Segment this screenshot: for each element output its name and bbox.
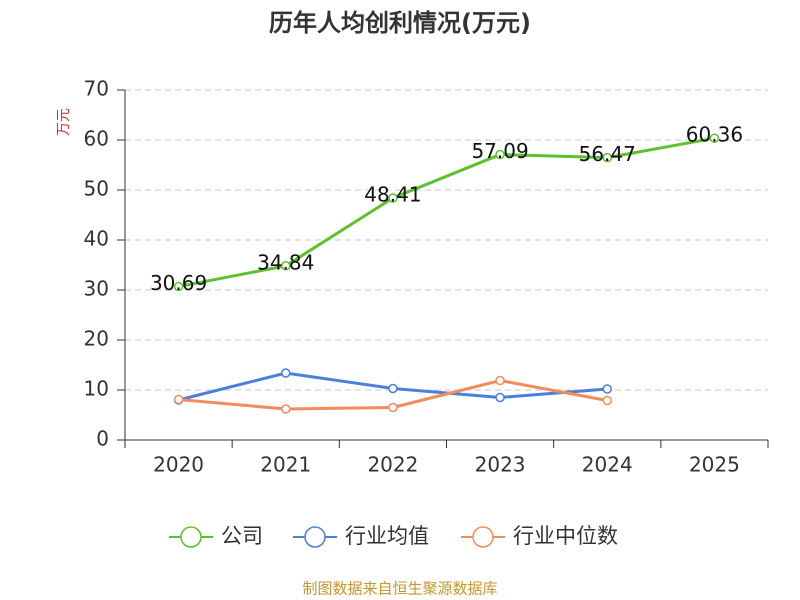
- data-point: [602, 152, 612, 163]
- data-point: [602, 395, 612, 406]
- data-point: [388, 383, 398, 394]
- data-point: [173, 281, 184, 292]
- y-axis-label: 万元: [56, 108, 72, 136]
- data-point: [281, 368, 291, 378]
- data-label: 34.84: [257, 250, 314, 274]
- data-label: 30.69: [150, 271, 207, 295]
- data-label: 60.36: [686, 123, 743, 147]
- y-tick-label: 30: [84, 277, 109, 301]
- data-point: [173, 394, 184, 405]
- data-point: [495, 392, 505, 403]
- y-tick-label: 0: [96, 427, 109, 451]
- legend-label: 公司: [221, 524, 263, 548]
- data-point: [281, 404, 291, 414]
- series-line: [178, 136, 715, 289]
- data-point: [388, 193, 398, 203]
- x-tick-label: 2022: [367, 453, 418, 477]
- legend-marker: [180, 526, 202, 548]
- source-note: 制图数据来自恒生聚源数据库: [302, 580, 497, 598]
- legend-label: 行业均值: [345, 524, 429, 548]
- y-tick-label: 20: [84, 327, 109, 351]
- y-tick-label: 60: [84, 127, 109, 151]
- x-tick-label: 2023: [475, 453, 526, 477]
- data-point: [281, 261, 291, 271]
- y-tick-label: 70: [84, 77, 109, 101]
- data-point: [709, 133, 720, 143]
- data-label: 56.47: [579, 142, 636, 166]
- legend-marker: [472, 526, 494, 548]
- legend-marker: [304, 526, 326, 548]
- data-point: [495, 375, 505, 386]
- x-tick-label: 2024: [582, 453, 633, 477]
- x-tick-label: 2025: [689, 453, 740, 477]
- data-point: [602, 384, 612, 394]
- chart-title: 历年人均创利情况(万元): [269, 9, 531, 37]
- x-tick-label: 2020: [153, 453, 204, 477]
- data-point: [495, 149, 505, 160]
- y-tick-label: 40: [84, 227, 109, 251]
- x-tick-label: 2021: [260, 453, 311, 477]
- data-label: 48.41: [364, 182, 421, 206]
- legend-label: 行业中位数: [513, 524, 618, 548]
- y-tick-label: 10: [84, 377, 109, 401]
- y-tick-label: 50: [84, 177, 109, 201]
- data-point: [388, 402, 398, 413]
- data-label: 57.09: [471, 139, 528, 163]
